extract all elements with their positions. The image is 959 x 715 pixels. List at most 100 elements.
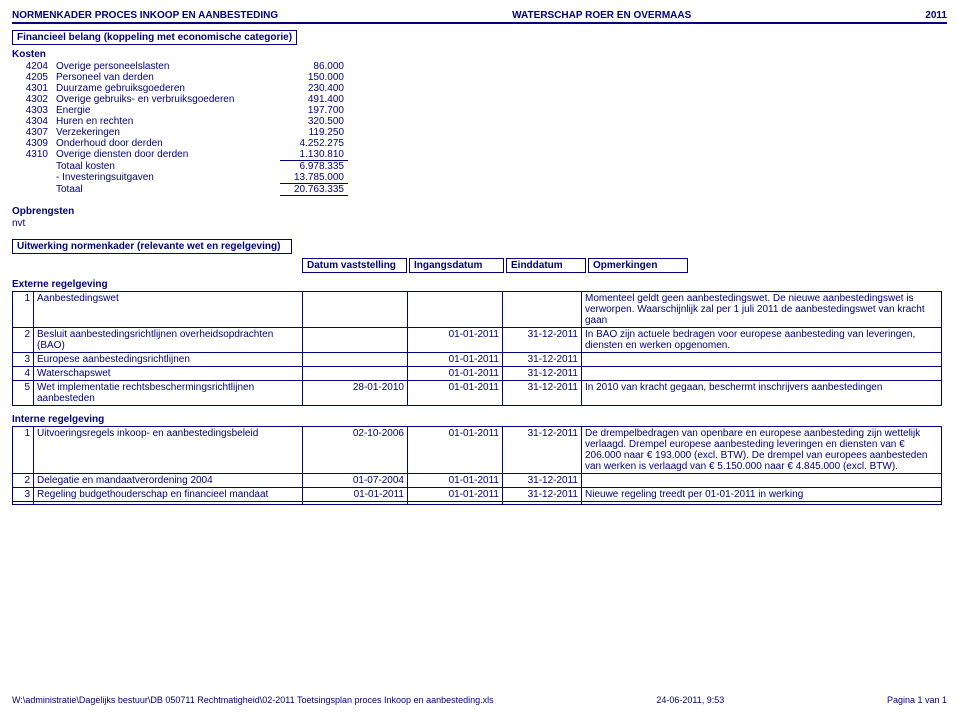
kosten-value: 86.000 (280, 61, 348, 72)
kosten-value: 119.250 (280, 127, 348, 138)
row-einddatum: 31-12-2011 (503, 381, 582, 406)
row-einddatum: 31-12-2011 (503, 367, 582, 381)
kosten-row: 4309Onderhoud door derden4.252.275 (12, 138, 348, 149)
row-datum-vaststelling (303, 502, 408, 505)
kosten-row: 4301Duurzame gebruiksgoederen230.400 (12, 83, 348, 94)
kosten-table: 4204Overige personeelslasten86.0004205Pe… (12, 61, 348, 196)
row-name: Europese aanbestedingsrichtlijnen (34, 353, 303, 367)
externe-table: 1AanbestedingswetMomenteel geldt geen aa… (12, 291, 942, 406)
row-index: 5 (13, 381, 34, 406)
row-ingangsdatum: 01-01-2011 (408, 353, 503, 367)
kosten-label: Energie (52, 105, 280, 116)
table-row: 5Wet implementatie rechtsbeschermingsric… (13, 381, 942, 406)
row-ingangsdatum (408, 292, 503, 328)
totaal-label: Totaal (52, 184, 280, 196)
row-opmerkingen: De drempelbedragen van openbare en europ… (582, 427, 942, 474)
interne-table: 1Uitvoeringsregels inkoop- en aanbestedi… (12, 426, 942, 505)
kosten-row: 4304Huren en rechten320.500 (12, 116, 348, 127)
footer-right: Pagina 1 van 1 (887, 695, 947, 705)
row-einddatum: 31-12-2011 (503, 427, 582, 474)
table-row: 2Besluit aanbestedingsrichtlijnen overhe… (13, 328, 942, 353)
row-einddatum: 31-12-2011 (503, 488, 582, 502)
kosten-code: 4302 (12, 94, 52, 105)
header-left: NORMENKADER PROCES INKOOP EN AANBESTEDIN… (12, 10, 278, 21)
row-opmerkingen: Nieuwe regeling treedt per 01-01-2011 in… (582, 488, 942, 502)
page-footer: W:\administratie\Dagelijks bestuur\DB 05… (12, 695, 947, 705)
row-einddatum: 31-12-2011 (503, 474, 582, 488)
kosten-label: Overige diensten door derden (52, 149, 280, 161)
row-datum-vaststelling (303, 353, 408, 367)
row-opmerkingen: In BAO zijn actuele bedragen voor europe… (582, 328, 942, 353)
row-einddatum: 31-12-2011 (503, 353, 582, 367)
opbrengsten-heading: Opbrengsten (12, 206, 947, 217)
kosten-value: 320.500 (280, 116, 348, 127)
kosten-row: 4302Overige gebruiks- en verbruiksgoeder… (12, 94, 348, 105)
row-name: Delegatie en mandaatverordening 2004 (34, 474, 303, 488)
totaal-value: 20.763.335 (280, 184, 348, 196)
table-row: 1Uitvoeringsregels inkoop- en aanbestedi… (13, 427, 942, 474)
col-ingangsdatum: Ingangsdatum (409, 258, 504, 273)
kosten-code: 4309 (12, 138, 52, 149)
kosten-label: Overige gebruiks- en verbruiksgoederen (52, 94, 280, 105)
table-row (13, 502, 942, 505)
footer-left: W:\administratie\Dagelijks bestuur\DB 05… (12, 695, 494, 705)
section-financieel-title: Financieel belang (koppeling met economi… (12, 30, 297, 45)
row-datum-vaststelling (303, 367, 408, 381)
row-name: Regeling budgethouderschap en financieel… (34, 488, 303, 502)
table-row: 3Regeling budgethouderschap en financiee… (13, 488, 942, 502)
kosten-code: 4303 (12, 105, 52, 116)
kosten-label: Duurzame gebruiksgoederen (52, 83, 280, 94)
totaal-kosten-value: 6.978.335 (280, 161, 348, 173)
page-header: NORMENKADER PROCES INKOOP EN AANBESTEDIN… (12, 10, 947, 24)
footer-center: 24-06-2011, 9:53 (656, 695, 724, 705)
opbrengsten-value: nvt (12, 218, 947, 229)
kosten-label: Overige personeelslasten (52, 61, 280, 72)
table-row: 4Waterschapswet01-01-201131-12-2011 (13, 367, 942, 381)
row-index: 1 (13, 427, 34, 474)
row-opmerkingen: Momenteel geldt geen aanbestedingswet. D… (582, 292, 942, 328)
kosten-row: 4307Verzekeringen119.250 (12, 127, 348, 138)
kosten-code: 4307 (12, 127, 52, 138)
row-name: Besluit aanbestedingsrichtlijnen overhei… (34, 328, 303, 353)
row-datum-vaststelling: 01-07-2004 (303, 474, 408, 488)
row-einddatum: 31-12-2011 (503, 328, 582, 353)
kosten-value: 197.700 (280, 105, 348, 116)
section-uitwerking-title: Uitwerking normenkader (relevante wet en… (12, 239, 292, 254)
row-datum-vaststelling: 28-01-2010 (303, 381, 408, 406)
row-ingangsdatum: 01-01-2011 (408, 474, 503, 488)
kosten-code: 4204 (12, 61, 52, 72)
row-datum-vaststelling: 01-01-2011 (303, 488, 408, 502)
invest-label: - Investeringsuitgaven (52, 172, 280, 184)
row-ingangsdatum (408, 502, 503, 505)
col-einddatum: Einddatum (506, 258, 586, 273)
row-opmerkingen: In 2010 van kracht gegaan, beschermt ins… (582, 381, 942, 406)
row-datum-vaststelling: 02-10-2006 (303, 427, 408, 474)
table-row: 1AanbestedingswetMomenteel geldt geen aa… (13, 292, 942, 328)
kosten-row: 4310Overige diensten door derden1.130.81… (12, 149, 348, 161)
kosten-code: 4301 (12, 83, 52, 94)
kosten-row: 4205Personeel van derden150.000 (12, 72, 348, 83)
row-index: 2 (13, 328, 34, 353)
row-einddatum (503, 292, 582, 328)
row-ingangsdatum: 01-01-2011 (408, 427, 503, 474)
table-row: 3Europese aanbestedingsrichtlijnen 01-01-… (13, 353, 942, 367)
interne-heading: Interne regelgeving (12, 414, 947, 425)
table-row: 2Delegatie en mandaatverordening 200401-… (13, 474, 942, 488)
kosten-label: Onderhoud door derden (52, 138, 280, 149)
row-index: 3 (13, 353, 34, 367)
kosten-value: 491.400 (280, 94, 348, 105)
totaal-kosten-label: Totaal kosten (52, 161, 280, 173)
kosten-value: 4.252.275 (280, 138, 348, 149)
kosten-label: Huren en rechten (52, 116, 280, 127)
header-right: 2011 (925, 10, 947, 21)
kosten-code: 4205 (12, 72, 52, 83)
row-index: 3 (13, 488, 34, 502)
column-headers: Datum vaststelling Ingangsdatum Einddatu… (302, 258, 947, 273)
row-name: Uitvoeringsregels inkoop- en aanbestedin… (34, 427, 303, 474)
row-opmerkingen (582, 353, 942, 367)
row-index: 2 (13, 474, 34, 488)
kosten-value: 150.000 (280, 72, 348, 83)
row-datum-vaststelling (303, 328, 408, 353)
row-name: Aanbestedingswet (34, 292, 303, 328)
kosten-row: 4303Energie197.700 (12, 105, 348, 116)
